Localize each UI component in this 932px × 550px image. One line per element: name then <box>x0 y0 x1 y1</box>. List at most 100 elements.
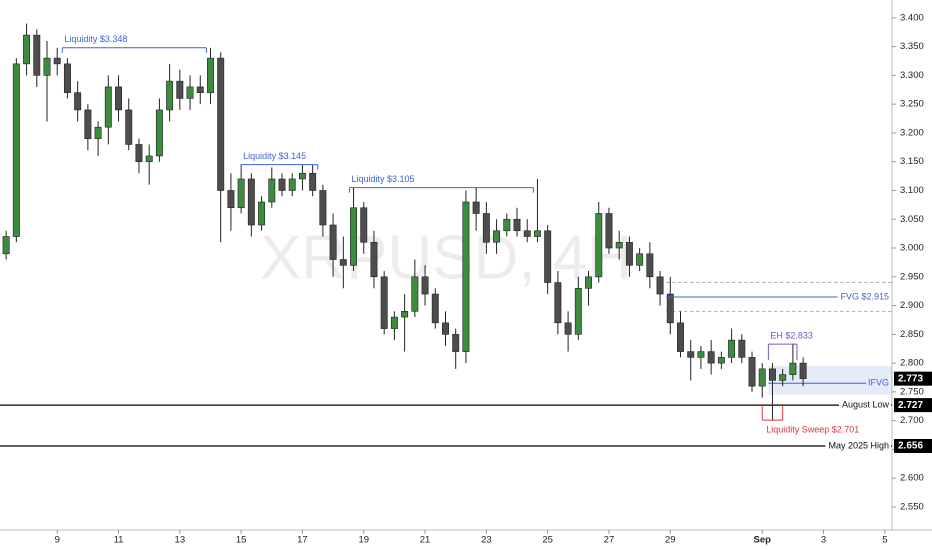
candle-body <box>217 57 225 191</box>
candle-body <box>554 282 562 324</box>
candle-body <box>23 34 31 65</box>
candle-body <box>329 224 337 260</box>
price-tag <box>894 398 932 413</box>
y-tick-label: 2.700 <box>900 415 924 426</box>
candle-body <box>33 34 41 76</box>
level-label: Liquidity $3.348 <box>64 34 127 44</box>
candle-body <box>145 155 153 163</box>
candle-body <box>493 230 501 243</box>
candle-body <box>482 213 490 243</box>
level-label: Liquidity $3.105 <box>351 174 414 184</box>
y-tick-label: 3.200 <box>900 127 924 138</box>
candle-body <box>717 357 725 364</box>
x-tick-label: 29 <box>665 535 676 546</box>
candle-body <box>237 178 245 209</box>
candle-body <box>94 126 102 139</box>
candle-body <box>74 92 82 111</box>
candle-body <box>411 276 419 312</box>
y-tick-label: 2.900 <box>900 300 924 311</box>
candle-body <box>544 230 552 283</box>
candle-body <box>43 57 51 76</box>
candle-body <box>176 80 184 99</box>
candle-body <box>758 368 766 387</box>
ifvg-zone <box>768 365 892 395</box>
candle-body <box>84 109 92 139</box>
candle-body <box>615 241 623 249</box>
y-tick-label: 3.000 <box>900 243 924 254</box>
candle-body <box>53 57 61 65</box>
y-tick-label: 3.400 <box>900 12 924 23</box>
candle-body <box>104 86 112 128</box>
candle-body <box>697 351 705 358</box>
label-bg <box>838 399 891 412</box>
candle-body <box>278 178 286 191</box>
candle-body <box>779 374 787 381</box>
x-tick-label: 13 <box>175 535 186 546</box>
x-tick-label: 3 <box>821 535 826 546</box>
support-label: May 2025 High <box>828 440 889 450</box>
candle-body <box>268 178 276 203</box>
y-tick-label: 2.800 <box>900 358 924 369</box>
candle-body <box>564 322 572 335</box>
candle-body <box>247 178 255 226</box>
candle-body <box>125 109 133 145</box>
ifvg-label: IFVG <box>868 378 889 388</box>
candle-body <box>227 190 235 209</box>
candle-body <box>625 241 633 266</box>
candle-body <box>503 218 511 232</box>
candle-body <box>677 322 684 352</box>
price-tag <box>894 371 932 386</box>
candle-body <box>533 230 541 237</box>
candle-body <box>258 201 266 226</box>
candle-body <box>707 351 715 364</box>
x-tick-label: 27 <box>604 535 615 546</box>
candle-body <box>431 293 439 324</box>
candle-body <box>115 86 122 111</box>
y-tick-label: 2.600 <box>900 473 924 484</box>
y-tick-label: 2.850 <box>900 329 924 340</box>
candle-body <box>339 259 347 266</box>
watermark: XRPUSD, 4H <box>260 223 632 292</box>
x-tick-label: 11 <box>114 535 124 546</box>
candle-body <box>738 339 746 358</box>
candle-body <box>2 236 10 255</box>
candle-body <box>350 207 357 266</box>
candle-body <box>319 190 327 226</box>
candle-body <box>196 86 204 93</box>
candle-body <box>186 86 194 99</box>
level-label: EH $2.833 <box>770 331 813 341</box>
x-tick-label: 9 <box>55 535 60 546</box>
x-tick-label: 21 <box>420 535 431 546</box>
candle-body <box>155 109 163 157</box>
candle-body <box>574 288 582 335</box>
x-tick-label: 25 <box>542 535 553 546</box>
candle-body <box>789 362 797 375</box>
y-tick-label: 2.950 <box>900 271 924 282</box>
candle-body <box>605 213 613 249</box>
candle-body <box>768 368 776 381</box>
label-bg <box>837 290 891 303</box>
candle-body <box>63 63 71 93</box>
price-tag-label: 2.727 <box>898 400 923 411</box>
candle-body <box>401 311 409 318</box>
candle-body <box>442 322 449 335</box>
y-tick-label: 2.750 <box>900 386 924 397</box>
y-tick-label: 3.350 <box>900 41 924 52</box>
price-tag-label: 2.773 <box>898 373 923 384</box>
level-label: Liquidity $3.145 <box>243 151 306 161</box>
candle-body <box>421 276 429 295</box>
candle-body <box>360 207 368 243</box>
x-tick-label: 23 <box>481 535 492 546</box>
y-tick-label: 2.550 <box>900 501 924 512</box>
candle-body <box>380 276 388 329</box>
candle-body <box>462 201 470 352</box>
y-tick-label: 3.300 <box>900 70 924 81</box>
x-tick-label: 17 <box>297 535 308 546</box>
x-tick-label: 15 <box>236 535 247 546</box>
y-tick-label: 3.250 <box>900 99 924 110</box>
candle-body <box>472 201 480 214</box>
level-label: FVG $2.915 <box>840 291 889 301</box>
x-tick-label: 5 <box>882 535 887 546</box>
candle-body <box>799 362 807 379</box>
